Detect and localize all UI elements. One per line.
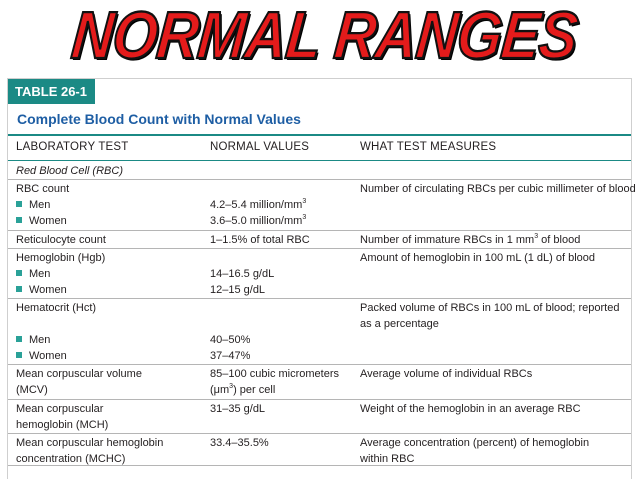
retic-label: Reticulocyte count: [16, 234, 106, 246]
hgb-men-label: Men: [29, 268, 51, 280]
header-normal-values: NORMAL VALUES: [210, 141, 310, 153]
mcv-measures: Average volume of individual RBCs: [360, 368, 533, 380]
hct-men-value: 40–50%: [210, 334, 251, 346]
retic-measures-b: of blood: [538, 234, 581, 246]
mcv-label-line2: (MCV): [16, 384, 48, 396]
bullet-square-icon: [16, 286, 22, 292]
divider: [8, 433, 631, 434]
hct-men-label: Men: [29, 334, 51, 346]
divider: [8, 179, 631, 180]
banner: NORMAL RANGES: [0, 0, 638, 78]
mchc-label-line2: concentration (MCHC): [16, 453, 126, 465]
rbc-women-value-text: 3.6–5.0 million/mm: [210, 215, 303, 227]
mchc-measures-line2: within RBC: [360, 453, 415, 465]
bullet-square-icon: [16, 217, 22, 223]
banner-title: NORMAL RANGES: [67, 0, 581, 74]
mcv-value-line1: 85–100 cubic micrometers: [210, 368, 340, 380]
table-header: LABORATORY TEST NORMAL VALUES WHAT TEST …: [8, 134, 631, 161]
divider: [8, 230, 631, 231]
mch-measures: Weight of the hemoglobin in an average R…: [360, 403, 581, 415]
rbc-women-value: 3.6–5.0 million/mm3: [210, 213, 306, 229]
hct-measures-line1: Packed volume of RBCs in 100 mL of blood…: [360, 302, 620, 314]
mchc-measures-line1: Average concentration (percent) of hemog…: [360, 437, 590, 449]
hct-men-row: Men: [16, 332, 50, 348]
hgb-men-value: 14–16.5 g/dL: [210, 268, 275, 280]
divider: [8, 364, 631, 365]
rbc-men-value-sup: 3: [302, 198, 307, 205]
hgb-men-row: Men: [16, 266, 50, 282]
hgb-label: Hemoglobin (Hgb): [16, 252, 106, 264]
hct-women-label: Women: [29, 350, 67, 362]
mcv-value-line2: (μm3) per cell: [210, 382, 275, 398]
divider: [8, 465, 631, 466]
rbc-women-row: Women: [16, 213, 67, 229]
mcv-label-line1: Mean corpuscular volume: [16, 368, 142, 380]
rbc-count-measures: Number of circulating RBCs per cubic mil…: [360, 183, 636, 195]
hgb-women-label: Women: [29, 284, 67, 296]
rbc-men-value: 4.2–5.4 million/mm3: [210, 197, 306, 213]
hgb-measures: Amount of hemoglobin in 100 mL (1 dL) of…: [360, 252, 596, 264]
mch-label-line1: Mean corpuscular: [16, 403, 104, 415]
mcv-value-line2-b: ) per cell: [233, 384, 276, 396]
divider: [8, 399, 631, 400]
table-tag: TABLE 26-1: [8, 79, 95, 104]
table-title: Complete Blood Count with Normal Values: [17, 111, 301, 127]
retic-measures-sup: 3: [534, 233, 539, 240]
bullet-square-icon: [16, 336, 22, 342]
hct-women-row: Women: [16, 348, 67, 364]
rbc-women-label: Women: [29, 215, 67, 227]
divider: [8, 298, 631, 299]
bullet-square-icon: [16, 270, 22, 276]
rbc-men-value-text: 4.2–5.4 million/mm: [210, 199, 303, 211]
mch-value: 31–35 g/dL: [210, 403, 266, 415]
mcv-value-line2-a: (μm: [210, 384, 230, 396]
mcv-value-line2-sup: 3: [229, 383, 234, 390]
section-rbc: Red Blood Cell (RBC): [16, 165, 123, 177]
bullet-square-icon: [16, 352, 22, 358]
hgb-women-row: Women: [16, 282, 67, 298]
rbc-men-label: Men: [29, 199, 51, 211]
divider: [8, 248, 631, 249]
mchc-label-line1: Mean corpuscular hemoglobin: [16, 437, 164, 449]
hct-label: Hematocrit (Hct): [16, 302, 97, 314]
hct-measures-line2: as a percentage: [360, 318, 439, 330]
retic-measures: Number of immature RBCs in 1 mm3 of bloo…: [360, 232, 580, 248]
retic-measures-a: Number of immature RBCs in 1 mm: [360, 234, 535, 246]
hct-women-value: 37–47%: [210, 350, 251, 362]
rbc-men-row: Men: [16, 197, 50, 213]
mch-label-line2: hemoglobin (MCH): [16, 419, 109, 431]
rbc-women-value-sup: 3: [302, 214, 307, 221]
header-what-measures: WHAT TEST MEASURES: [360, 141, 497, 153]
rbc-count-label: RBC count: [16, 183, 70, 195]
bullet-square-icon: [16, 201, 22, 207]
hgb-women-value: 12–15 g/dL: [210, 284, 266, 296]
header-lab-test: LABORATORY TEST: [16, 141, 129, 153]
cbc-table: TABLE 26-1 Complete Blood Count with Nor…: [7, 78, 636, 479]
mchc-value: 33.4–35.5%: [210, 437, 269, 449]
retic-value: 1–1.5% of total RBC: [210, 234, 310, 246]
